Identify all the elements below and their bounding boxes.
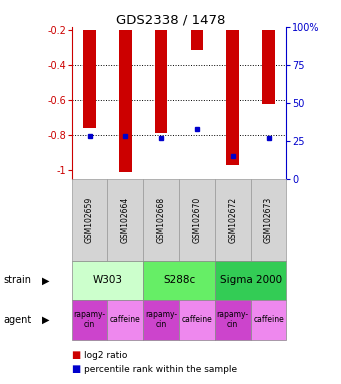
Bar	[155, 30, 167, 133]
Bar	[251, 300, 286, 340]
Text: caffeine: caffeine	[181, 315, 212, 324]
Bar	[215, 300, 251, 340]
Text: agent: agent	[3, 314, 32, 325]
Bar	[72, 261, 143, 300]
Bar	[83, 30, 96, 128]
Text: GSM102672: GSM102672	[228, 197, 237, 243]
Bar	[72, 179, 107, 261]
Text: GSM102668: GSM102668	[157, 197, 166, 243]
Bar	[191, 30, 203, 50]
Bar	[251, 179, 286, 261]
Text: percentile rank within the sample: percentile rank within the sample	[84, 365, 237, 374]
Text: S288c: S288c	[163, 275, 195, 285]
Text: caffeine: caffeine	[253, 315, 284, 324]
Text: rapamy-
cin: rapamy- cin	[145, 310, 177, 329]
Bar	[215, 179, 251, 261]
Text: rapamy-
cin: rapamy- cin	[217, 310, 249, 329]
Bar	[143, 179, 179, 261]
Bar	[119, 30, 132, 172]
Text: GSM102659: GSM102659	[85, 197, 94, 243]
Text: log2 ratio: log2 ratio	[84, 351, 127, 360]
Text: ▶: ▶	[42, 314, 50, 325]
Bar	[107, 300, 143, 340]
Bar	[179, 300, 215, 340]
Text: caffeine: caffeine	[110, 315, 141, 324]
Text: GSM102664: GSM102664	[121, 197, 130, 243]
Text: GSM102673: GSM102673	[264, 197, 273, 243]
Text: W303: W303	[92, 275, 122, 285]
Text: GSM102670: GSM102670	[192, 197, 202, 243]
Bar	[72, 300, 107, 340]
Text: GDS2338 / 1478: GDS2338 / 1478	[116, 13, 225, 26]
Text: ■: ■	[72, 350, 81, 360]
Bar	[226, 30, 239, 165]
Bar	[107, 179, 143, 261]
Text: strain: strain	[3, 275, 31, 285]
Text: rapamy-
cin: rapamy- cin	[73, 310, 106, 329]
Bar	[179, 179, 215, 261]
Bar	[143, 300, 179, 340]
Bar	[262, 30, 275, 104]
Text: ▶: ▶	[42, 275, 50, 285]
Bar	[215, 261, 286, 300]
Bar	[143, 261, 215, 300]
Text: ■: ■	[72, 364, 81, 374]
Text: Sigma 2000: Sigma 2000	[220, 275, 282, 285]
